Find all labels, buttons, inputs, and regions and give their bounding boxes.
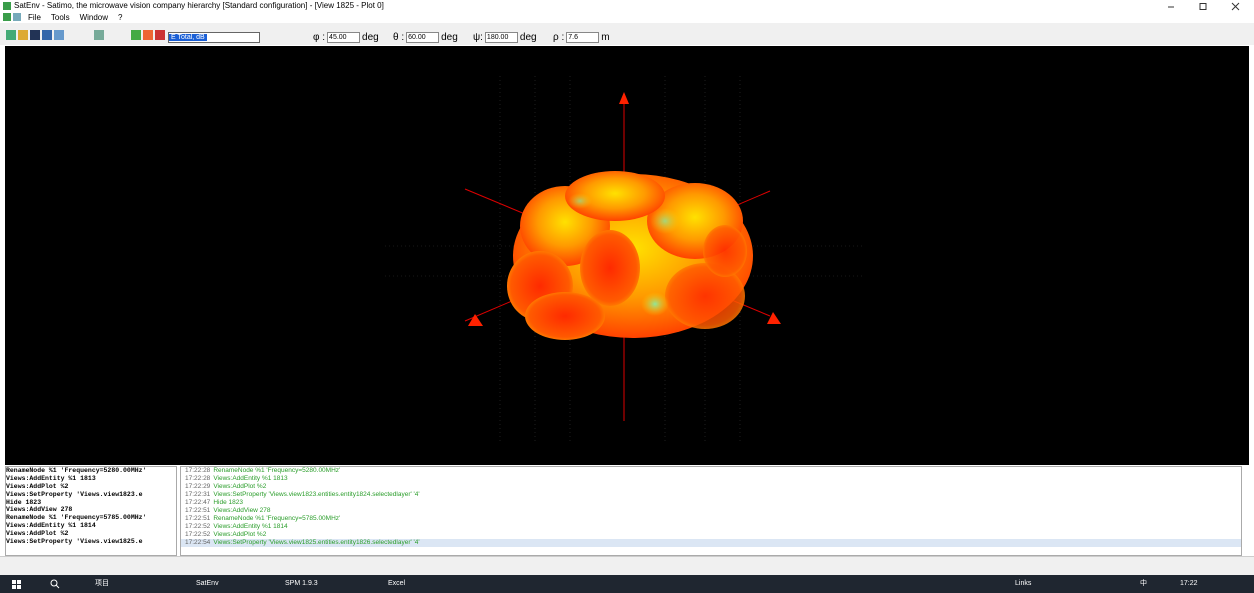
log-time: 17:22:31	[185, 491, 211, 498]
log-panel[interactable]: 17:22:28 RenameNode %1 'Frequency=5280.00…	[180, 466, 1242, 556]
console-line: RenameNode %1 'Frequency=5785.00MHz'	[6, 514, 147, 522]
console-line: Views:AddEntity %1 1814	[6, 522, 96, 530]
taskbar-app[interactable]: 项目	[95, 580, 109, 587]
pattern-plot	[385, 76, 865, 441]
log-text: Views:SetProperty 'Views.view1823.entiti…	[213, 491, 420, 498]
script-console[interactable]: RenameNode %1 'Frequency=5280.00MHz' View…	[5, 466, 177, 556]
log-text: Views:AddView 278	[213, 507, 271, 514]
field-input[interactable]: 45.00	[327, 32, 361, 43]
log-entry: 17:22:51 Views:AddView 278	[181, 507, 1241, 515]
taskbar-app[interactable]: SatEnv	[196, 580, 219, 587]
log-text: RenameNode %1 'Frequency=5280.00MHz'	[213, 467, 341, 474]
log-entry: 17:22:28 Views:AddEntity %1 1813	[181, 475, 1241, 483]
3d-view	[5, 46, 1249, 465]
log-entry: 17:22:52 Views:AddEntity %1 1814	[181, 523, 1241, 531]
field-input[interactable]: 180.00	[484, 32, 518, 43]
field-symbol: θ :	[393, 32, 405, 43]
field-input[interactable]: 60.00	[406, 32, 440, 43]
log-entry: 17:22:29 Views:AddPlot %2	[181, 483, 1241, 491]
view-field: θ :60.00 deg	[393, 32, 458, 43]
tray-item[interactable]: 中	[1140, 580, 1147, 587]
view-field: ψ: 180.00 deg	[473, 32, 537, 43]
console-line: Views:AddEntity %1 1813	[6, 474, 96, 482]
console-line: Views:SetProperty 'Views.view1823.e	[6, 490, 143, 498]
menu-item[interactable]: ?	[118, 13, 123, 22]
console-line: Views:SetProperty 'Views.view1825.e	[6, 538, 143, 546]
console-line: Views:AddPlot %2	[6, 482, 69, 490]
log-entry: 17:22:54 Views:SetProperty 'Views.view182…	[181, 539, 1241, 547]
log-entry: 17:22:47 Hide 1823	[181, 499, 1241, 507]
log-time: 17:22:29	[185, 483, 211, 490]
log-text: Views:AddEntity %1 1814	[213, 523, 288, 530]
taskbar-app[interactable]: SPM 1.9.3	[285, 580, 318, 587]
app-icon	[3, 2, 11, 10]
taskbar: 项目 SatEnv SPM 1.9.3 Excel Links 中 17:22	[0, 575, 1254, 593]
tray-item[interactable]: Links	[1015, 580, 1032, 587]
start-button[interactable]	[12, 580, 21, 589]
log-time: 17:22:28	[185, 467, 211, 474]
doc-icons	[3, 13, 21, 21]
console-line: Views:AddView 278	[6, 506, 73, 514]
status-bar	[0, 556, 1254, 576]
log-time: 17:22:28	[185, 475, 211, 482]
window-title: SatEnv - Satimo, the microwave vision co…	[14, 1, 384, 10]
log-time: 17:22:52	[185, 531, 211, 538]
console-line: Hide 1823	[6, 498, 42, 506]
layer-value: E Total, dB	[169, 34, 207, 41]
title-bar: SatEnv - Satimo, the microwave vision co…	[0, 0, 1254, 12]
log-time: 17:22:51	[185, 507, 211, 514]
window-controls[interactable]	[1160, 2, 1250, 11]
field-unit: deg	[441, 32, 458, 43]
taskbar-app[interactable]: Excel	[388, 580, 406, 587]
log-text: Views:SetProperty 'Views.view1825.entiti…	[213, 539, 420, 546]
log-time: 17:22:52	[185, 523, 211, 530]
log-text: RenameNode %1 'Frequency=5785.00MHz'	[213, 515, 341, 522]
menu: File Tools Window?	[28, 12, 132, 23]
layer-dropdown[interactable]: E Total, dB	[168, 32, 260, 43]
log-time: 17:22:51	[185, 515, 211, 522]
console-line: RenameNode %1 'Frequency=5280.00MHz'	[6, 467, 147, 474]
view-field: ρ :7.6 m	[553, 32, 610, 43]
log-entry: 17:22:31 Views:SetProperty 'Views.view182…	[181, 491, 1241, 499]
menu-bar: File Tools Window?	[0, 12, 1254, 23]
menu-item[interactable]: File	[28, 13, 41, 22]
field-input[interactable]: 7.6	[566, 32, 600, 43]
log-text: Hide 1823	[213, 499, 243, 506]
toolbar: E Total, dB φ :45.00 deg θ :60.00 deg ψ: 180.…	[0, 23, 1254, 45]
field-unit: m	[601, 32, 610, 43]
view-field: φ :45.00 deg	[313, 32, 379, 43]
log-time: 17:22:54	[185, 539, 211, 546]
log-entry: 17:22:52 Views:AddPlot %2	[181, 531, 1241, 539]
search-button[interactable]	[50, 579, 60, 589]
clock: 17:22	[1180, 580, 1198, 587]
log-text: Views:AddEntity %1 1813	[213, 475, 288, 482]
console-line: Views:AddPlot %2	[6, 530, 69, 538]
menu-item[interactable]: Window	[79, 13, 109, 22]
log-entry: 17:22:28 RenameNode %1 'Frequency=5280.00…	[181, 467, 1241, 475]
field-unit: deg	[362, 32, 379, 43]
log-entry: 17:22:51 RenameNode %1 'Frequency=5785.00…	[181, 515, 1241, 523]
log-text: Views:AddPlot %2	[213, 483, 267, 490]
menu-item[interactable]: Tools	[50, 13, 70, 22]
field-symbol: ρ :	[553, 32, 565, 43]
field-symbol: φ :	[313, 32, 326, 43]
log-time: 17:22:47	[185, 499, 211, 506]
log-text: Views:AddPlot %2	[213, 531, 267, 538]
field-symbol: ψ:	[473, 32, 483, 43]
toolbar-icons[interactable]	[6, 30, 206, 42]
field-unit: deg	[519, 32, 537, 43]
